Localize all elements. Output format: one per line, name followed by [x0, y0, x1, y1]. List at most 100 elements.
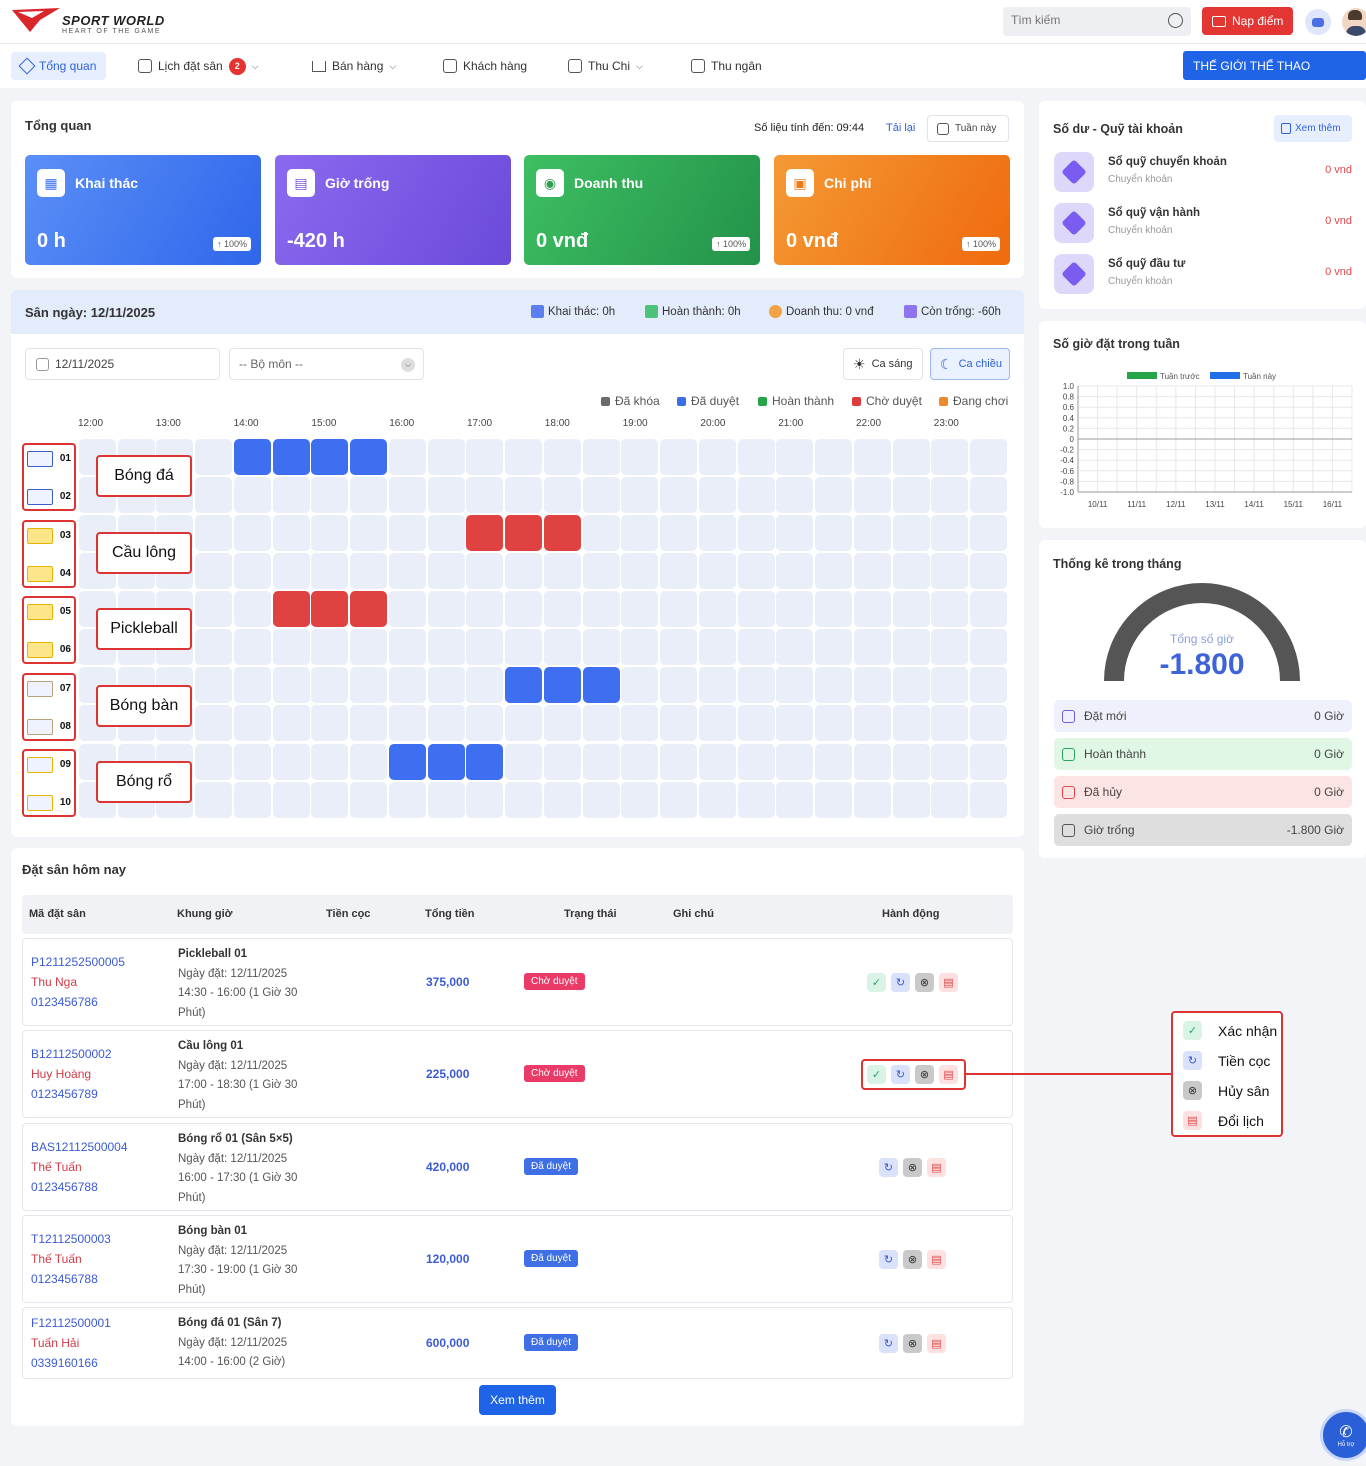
- time-slot-cell[interactable]: [234, 553, 271, 589]
- time-slot-cell[interactable]: [854, 439, 891, 475]
- time-slot-cell[interactable]: [389, 667, 426, 703]
- reschedule-icon[interactable]: ▤: [927, 1158, 946, 1177]
- time-slot-cell[interactable]: [660, 667, 697, 703]
- time-slot-cell[interactable]: [583, 782, 620, 818]
- booked-slot[interactable]: [466, 515, 503, 551]
- time-slot-cell[interactable]: [389, 782, 426, 818]
- reschedule-icon[interactable]: ▤: [939, 1065, 958, 1084]
- reschedule-icon[interactable]: ▤: [927, 1334, 946, 1353]
- booked-slot[interactable]: [234, 439, 271, 475]
- reschedule-icon[interactable]: ▤: [939, 973, 958, 992]
- time-slot-cell[interactable]: [350, 477, 387, 513]
- booked-slot[interactable]: [428, 744, 465, 780]
- time-slot-cell[interactable]: [195, 705, 232, 741]
- time-slot-cell[interactable]: [234, 782, 271, 818]
- booked-slot[interactable]: [273, 591, 310, 627]
- time-slot-cell[interactable]: [583, 553, 620, 589]
- time-slot-cell[interactable]: [428, 477, 465, 513]
- time-slot-cell[interactable]: [815, 629, 852, 665]
- cancel-icon[interactable]: ⊗: [903, 1158, 922, 1177]
- time-slot-cell[interactable]: [273, 667, 310, 703]
- time-slot-cell[interactable]: [583, 591, 620, 627]
- time-slot-cell[interactable]: [505, 744, 542, 780]
- booking-code-link[interactable]: P1211252500005: [31, 955, 125, 969]
- table-row[interactable]: BAS12112500004 Thế Tuấn 0123456788 Bóng rổ …: [22, 1123, 1013, 1211]
- time-slot-cell[interactable]: [583, 439, 620, 475]
- time-slot-cell[interactable]: [234, 705, 271, 741]
- time-slot-cell[interactable]: [195, 667, 232, 703]
- deposit-icon[interactable]: ↻: [879, 1158, 898, 1177]
- time-slot-cell[interactable]: [505, 782, 542, 818]
- booking-code-link[interactable]: BAS12112500004: [31, 1140, 128, 1154]
- time-slot-cell[interactable]: [854, 782, 891, 818]
- search-icon[interactable]: [1168, 13, 1183, 28]
- time-slot-cell[interactable]: [699, 515, 736, 551]
- booked-slot[interactable]: [544, 667, 581, 703]
- booked-slot[interactable]: [583, 667, 620, 703]
- time-slot-cell[interactable]: [931, 477, 968, 513]
- time-slot-cell[interactable]: [428, 667, 465, 703]
- time-slot-cell[interactable]: [428, 629, 465, 665]
- table-row[interactable]: F12112500001 Tuấn Hải 0339160166 Bóng đá 01…: [22, 1307, 1013, 1379]
- time-slot-cell[interactable]: [195, 744, 232, 780]
- time-slot-cell[interactable]: [234, 515, 271, 551]
- time-slot-cell[interactable]: [815, 515, 852, 551]
- time-slot-cell[interactable]: [970, 629, 1007, 665]
- cancel-icon[interactable]: ⊗: [915, 1065, 934, 1084]
- time-slot-cell[interactable]: [931, 744, 968, 780]
- time-slot-cell[interactable]: [660, 705, 697, 741]
- time-slot-cell[interactable]: [815, 439, 852, 475]
- time-slot-cell[interactable]: [931, 782, 968, 818]
- time-slot-cell[interactable]: [466, 629, 503, 665]
- avatar[interactable]: [1342, 8, 1366, 36]
- time-slot-cell[interactable]: [970, 439, 1007, 475]
- time-slot-cell[interactable]: [389, 477, 426, 513]
- time-slot-cell[interactable]: [311, 782, 348, 818]
- time-slot-cell[interactable]: [466, 477, 503, 513]
- afternoon-shift-button[interactable]: ☾ Ca chiều: [930, 348, 1010, 380]
- time-slot-cell[interactable]: [350, 744, 387, 780]
- booked-slot[interactable]: [389, 744, 426, 780]
- booking-code-link[interactable]: F12112500001: [31, 1316, 111, 1330]
- fund-item[interactable]: Sổ quỹ chuyển khoản Chuyển khoản 0 vnd: [1054, 152, 1354, 196]
- time-slot-cell[interactable]: [544, 782, 581, 818]
- booked-slot[interactable]: [273, 439, 310, 475]
- time-slot-cell[interactable]: [931, 667, 968, 703]
- time-slot-cell[interactable]: [195, 439, 232, 475]
- time-slot-cell[interactable]: [544, 439, 581, 475]
- time-slot-cell[interactable]: [466, 705, 503, 741]
- table-row[interactable]: P1211252500005 Thu Nga 0123456786 Picklebal…: [22, 938, 1013, 1026]
- time-slot-cell[interactable]: [854, 667, 891, 703]
- time-slot-cell[interactable]: [970, 705, 1007, 741]
- time-slot-cell[interactable]: [389, 629, 426, 665]
- fund-item[interactable]: Sổ quỹ vận hành Chuyển khoản 0 vnd: [1054, 203, 1354, 247]
- time-slot-cell[interactable]: [738, 782, 775, 818]
- time-slot-cell[interactable]: [660, 591, 697, 627]
- time-slot-cell[interactable]: [970, 515, 1007, 551]
- time-slot-cell[interactable]: [583, 705, 620, 741]
- nav-income-expense[interactable]: Thu Chi ⌵: [558, 52, 653, 80]
- booked-slot[interactable]: [544, 515, 581, 551]
- time-slot-cell[interactable]: [738, 705, 775, 741]
- time-slot-cell[interactable]: [505, 629, 542, 665]
- topup-button[interactable]: Nạp điểm: [1202, 7, 1293, 35]
- time-slot-cell[interactable]: [428, 515, 465, 551]
- time-slot-cell[interactable]: [776, 667, 813, 703]
- time-slot-cell[interactable]: [854, 744, 891, 780]
- time-slot-cell[interactable]: [234, 477, 271, 513]
- time-slot-cell[interactable]: [389, 515, 426, 551]
- time-slot-cell[interactable]: [234, 591, 271, 627]
- time-slot-cell[interactable]: [970, 744, 1007, 780]
- time-slot-cell[interactable]: [931, 553, 968, 589]
- time-slot-cell[interactable]: [350, 667, 387, 703]
- reschedule-icon[interactable]: ▤: [927, 1250, 946, 1269]
- time-slot-cell[interactable]: [311, 744, 348, 780]
- time-slot-cell[interactable]: [970, 591, 1007, 627]
- time-slot-cell[interactable]: [621, 515, 658, 551]
- time-slot-cell[interactable]: [544, 477, 581, 513]
- support-button[interactable]: ✆ Hỗ trợ: [1320, 1409, 1366, 1461]
- time-slot-cell[interactable]: [621, 782, 658, 818]
- time-slot-cell[interactable]: [195, 782, 232, 818]
- time-slot-cell[interactable]: [505, 705, 542, 741]
- time-slot-cell[interactable]: [350, 782, 387, 818]
